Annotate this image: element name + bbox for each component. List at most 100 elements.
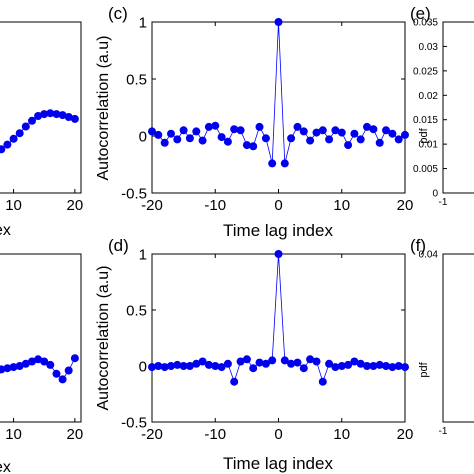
p1-x-tick-label: 20: [397, 197, 414, 214]
p1-data-point: [204, 122, 213, 131]
p4-data-point: [230, 377, 239, 386]
p4-data-point: [255, 358, 264, 367]
p4-data-point: [337, 362, 346, 370]
p1-data-point: [261, 134, 270, 143]
p1-data-point: [388, 129, 397, 138]
p4-plot-frame: [151, 253, 406, 423]
p4-data-point: [261, 359, 270, 368]
p2-y-tick-label: 0.005: [413, 164, 438, 175]
p4-data-point: [223, 359, 232, 368]
p1-y-axis-label: Autocorrelation (a.u): [95, 36, 112, 181]
p2-plot-frame: [442, 21, 474, 194]
p4-data-point: [344, 360, 353, 369]
p0-data-point: [58, 111, 67, 120]
p1-data-point: [173, 135, 182, 144]
p4-data-point: [173, 360, 182, 369]
p4-x-tick-label: 0: [274, 426, 282, 443]
p1-data-point: [280, 159, 289, 168]
p1-x-tick-label: 0: [274, 197, 282, 214]
p3-data-point: [70, 354, 79, 363]
p1-data-point: [179, 126, 188, 135]
p3-data-point: [15, 362, 24, 370]
p5-y-tick-label: 0.04: [419, 250, 439, 261]
p1-data-point: [331, 126, 340, 135]
p5-x-tick-label: -1: [439, 426, 448, 437]
p1-x-tick-label: 10: [333, 197, 350, 214]
p4-data-point: [306, 355, 315, 364]
p4-x-tick-label: -10: [204, 426, 226, 443]
p3-data-point: [3, 364, 12, 373]
p0-data-point: [34, 112, 43, 120]
p4-data-point: [375, 360, 384, 369]
p1-data-point: [382, 126, 390, 135]
p1-data-point: [299, 127, 308, 136]
p0-data-point: [40, 110, 49, 119]
p4-y-tick-label: -0.5: [121, 414, 147, 431]
p4-data-point: [331, 363, 340, 372]
p4-data-point: [211, 362, 220, 370]
p1-data-point: [268, 159, 277, 168]
p1-data-point: [223, 137, 232, 146]
p3-data-point: [9, 363, 18, 372]
p1-y-tick-label: 1: [139, 14, 147, 31]
p1-data-point: [185, 134, 194, 143]
p2-y-axis-label: pdf: [418, 127, 430, 143]
p0-data-point: [15, 129, 24, 138]
p3-data-point: [64, 366, 73, 375]
p4-x-tick-label: -20: [141, 426, 163, 443]
p4-data-point: [356, 359, 365, 368]
p1-data-point: [350, 129, 359, 138]
p3-data-point: [58, 375, 67, 384]
p1-data-point: [167, 129, 175, 138]
p0-data-point: [70, 114, 79, 123]
p5-panel-label: (f): [410, 236, 426, 255]
p4-data-point: [185, 362, 194, 370]
p4-data-point: [394, 362, 403, 370]
p1-data-point: [236, 126, 245, 135]
p2-panel-label: (e): [410, 4, 431, 23]
p1-data-point: [337, 128, 346, 137]
p0-data-point: [64, 113, 73, 121]
p4-y-tick-label: 0: [139, 358, 147, 375]
p0-data-point: [28, 116, 36, 125]
p4-data-point: [280, 356, 289, 365]
p4-x-tick-label: 10: [333, 426, 350, 443]
p4-x-tick-label: 20: [397, 426, 414, 443]
p2-y-tick-label: 0.01: [419, 140, 439, 151]
p1-data-point: [363, 122, 371, 131]
p1-data-point: [242, 141, 251, 150]
p1-data-point: [318, 126, 327, 135]
p1-y-tick-label: 0: [139, 128, 147, 145]
p0-plot-frame: [0, 21, 82, 194]
p4-y-tick-label: 0.5: [126, 302, 147, 319]
p1-data-point: [369, 125, 378, 134]
p1-data-point: [293, 122, 302, 131]
p1-y-tick-label: -0.5: [121, 185, 147, 202]
p4-data-point: [293, 358, 302, 367]
p4-data-point: [369, 362, 378, 370]
p1-data-point: [274, 18, 283, 26]
p1-data-point: [356, 135, 365, 144]
p3-x-tick-label: 20: [67, 426, 84, 443]
p1-data-point: [160, 138, 169, 147]
p3-data-point: [40, 357, 49, 366]
p4-data-point: [325, 359, 334, 368]
p0-data-point: [52, 110, 61, 119]
p1-data-point: [192, 127, 201, 136]
p4-data-point: [192, 359, 201, 368]
p0-data-point: [0, 145, 6, 154]
p2-y-tick-label: 0.02: [419, 91, 439, 102]
p5-y-axis-label: pdf: [418, 361, 430, 377]
p3-x-tick-label: 10: [5, 426, 22, 443]
p1-data-point: [255, 122, 264, 131]
p2-y-tick-label: 0.025: [413, 66, 438, 77]
p1-x-tick-label: -20: [141, 197, 163, 214]
p1-panel-label: (c): [108, 4, 128, 23]
p4-data-point: [249, 364, 258, 373]
p0-data-point: [46, 109, 55, 118]
p4-x-axis-label: Time lag index: [223, 454, 333, 473]
p4-data-point: [242, 355, 251, 364]
p5-plot-frame: [442, 253, 474, 423]
p4-data-point: [350, 357, 359, 366]
p1-x-axis-label: Time lag index: [223, 221, 333, 240]
